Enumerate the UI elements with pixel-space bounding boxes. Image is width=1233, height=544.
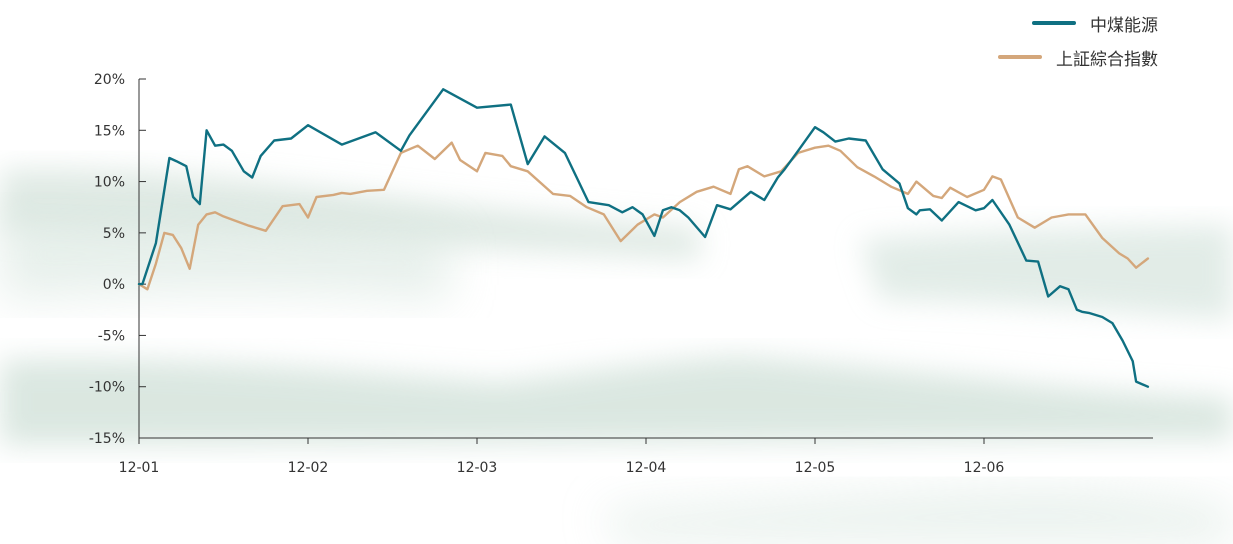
y-tick-label: 0% bbox=[103, 277, 125, 293]
x-tick-label: 12-02 bbox=[288, 460, 329, 476]
y-tick-label: -10% bbox=[89, 380, 125, 396]
x-tick-label: 12-06 bbox=[964, 460, 1005, 476]
legend-item-series-1: 上証綜合指數 bbox=[998, 40, 1158, 74]
y-tick-label: 5% bbox=[103, 226, 125, 242]
y-tick-label: 15% bbox=[94, 123, 125, 139]
x-tick-label: 12-04 bbox=[626, 460, 667, 476]
legend-swatch-series-1 bbox=[998, 55, 1042, 59]
legend-label-series-1: 上証綜合指數 bbox=[1056, 49, 1158, 70]
legend: 中煤能源 上証綜合指數 bbox=[998, 6, 1158, 74]
series-line-0 bbox=[137, 88, 1150, 388]
series-line-1 bbox=[137, 141, 1150, 291]
x-tick-label: 12-01 bbox=[119, 460, 160, 476]
y-tick-label: -5% bbox=[98, 328, 125, 344]
y-tick-label: -15% bbox=[89, 431, 125, 447]
legend-swatch-series-0 bbox=[1032, 21, 1076, 25]
y-tick-label: 10% bbox=[94, 175, 125, 191]
x-tick-label: 12-05 bbox=[795, 460, 836, 476]
x-tick-label: 12-03 bbox=[457, 460, 498, 476]
legend-label-series-0: 中煤能源 bbox=[1090, 15, 1158, 36]
y-tick-label: 20% bbox=[94, 72, 125, 88]
legend-item-series-0: 中煤能源 bbox=[998, 6, 1158, 40]
